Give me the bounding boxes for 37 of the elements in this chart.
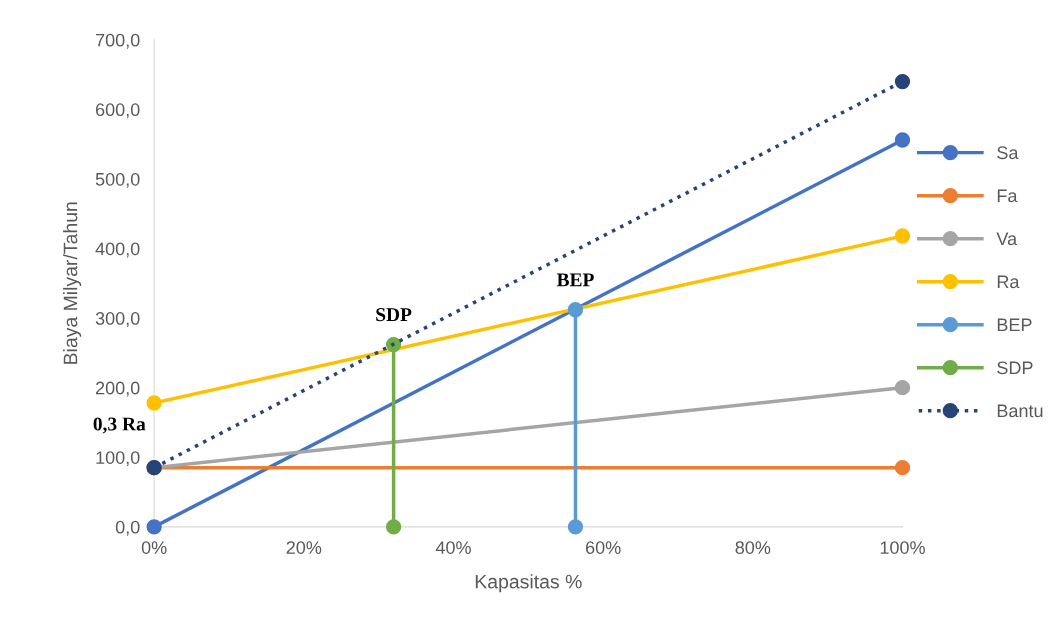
y-tick-label: 600,0 [95, 103, 140, 119]
x-tick-label: 80% [735, 541, 771, 554]
legend-label: Ra [997, 275, 1020, 289]
y-tick-label: 400,0 [95, 242, 140, 258]
legend-label: Bantu [997, 404, 1043, 418]
y-tick-label: 500,0 [95, 172, 140, 188]
point [146, 519, 162, 535]
y-axis-title: Biaya Milyar/Tahun [63, 202, 82, 364]
annotation: 0,3 Ra [93, 417, 146, 434]
point [567, 302, 584, 318]
point [567, 519, 584, 535]
point [894, 380, 911, 396]
y-tick-label: 300,0 [95, 312, 140, 327]
y-tick-label: 700,0 [95, 33, 140, 49]
y-tick-label: 200,0 [95, 381, 140, 397]
legend-label: Fa [997, 189, 1018, 203]
legend-label: Va [996, 232, 1018, 246]
x-tick-label: 20% [286, 541, 322, 554]
x-tick-label: 60% [585, 541, 621, 554]
x-tick-label: 0% [141, 541, 167, 554]
x-axis-title: Kapasitas % [475, 574, 582, 593]
annotation: BEP [556, 273, 594, 287]
point [146, 395, 162, 411]
point [385, 519, 402, 535]
point [894, 228, 911, 244]
point [894, 73, 911, 90]
point [894, 132, 911, 148]
x-tick-label: 100% [880, 541, 925, 554]
point [894, 460, 911, 476]
annotation: SDP [376, 308, 412, 322]
y-tick-label: 100,0 [96, 451, 140, 467]
point [385, 336, 402, 353]
y-tick-label: 0,0 [115, 520, 140, 536]
legend-label: BEP [997, 318, 1032, 331]
x-tick-label: 40% [435, 541, 471, 554]
legend-label: SDP [997, 361, 1033, 375]
legend-label: Sa [997, 146, 1019, 160]
